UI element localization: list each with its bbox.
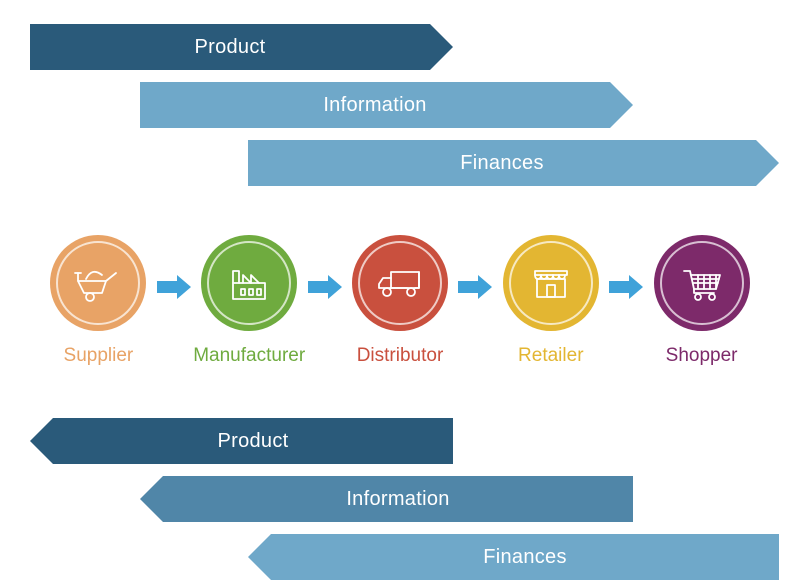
flow-arrow-icon <box>609 270 643 304</box>
node-distributor: Distributor <box>342 235 459 367</box>
banner-label: Product <box>217 430 288 453</box>
node-retailer: Retailer <box>492 235 609 367</box>
bottom-banner-information: Information <box>163 476 633 522</box>
cart-icon <box>676 257 728 309</box>
node-label: Shopper <box>666 345 738 367</box>
node-label: Manufacturer <box>193 345 305 367</box>
node-label: Distributor <box>357 345 444 367</box>
top-banner-information: Information <box>140 82 610 128</box>
flow-arrow-icon <box>458 270 492 304</box>
node-supplier: Supplier <box>40 235 157 367</box>
node-label: Retailer <box>518 345 583 367</box>
supply-chain-diagram: Product Information Finances Supplier <box>0 0 800 588</box>
process-chain: Supplier Manufacturer <box>40 235 760 367</box>
banner-label: Information <box>323 94 426 117</box>
factory-icon <box>223 257 275 309</box>
banner-label: Product <box>194 36 265 59</box>
node-manufacturer: Manufacturer <box>191 235 308 367</box>
bottom-banner-finances: Finances <box>271 534 779 580</box>
node-shopper: Shopper <box>643 235 760 367</box>
node-circle <box>503 235 599 331</box>
wheelbarrow-icon <box>72 257 124 309</box>
top-banner-product: Product <box>30 24 430 70</box>
top-banner-finances: Finances <box>248 140 756 186</box>
node-circle <box>352 235 448 331</box>
flow-arrow-icon <box>157 270 191 304</box>
bottom-banner-product: Product <box>53 418 453 464</box>
banner-label: Information <box>346 488 449 511</box>
banner-label: Finances <box>460 152 544 175</box>
node-circle <box>654 235 750 331</box>
flow-arrow-icon <box>308 270 342 304</box>
truck-icon <box>373 256 427 310</box>
banner-label: Finances <box>483 546 567 569</box>
node-label: Supplier <box>64 345 134 367</box>
node-circle <box>201 235 297 331</box>
node-circle <box>50 235 146 331</box>
store-icon <box>525 257 577 309</box>
